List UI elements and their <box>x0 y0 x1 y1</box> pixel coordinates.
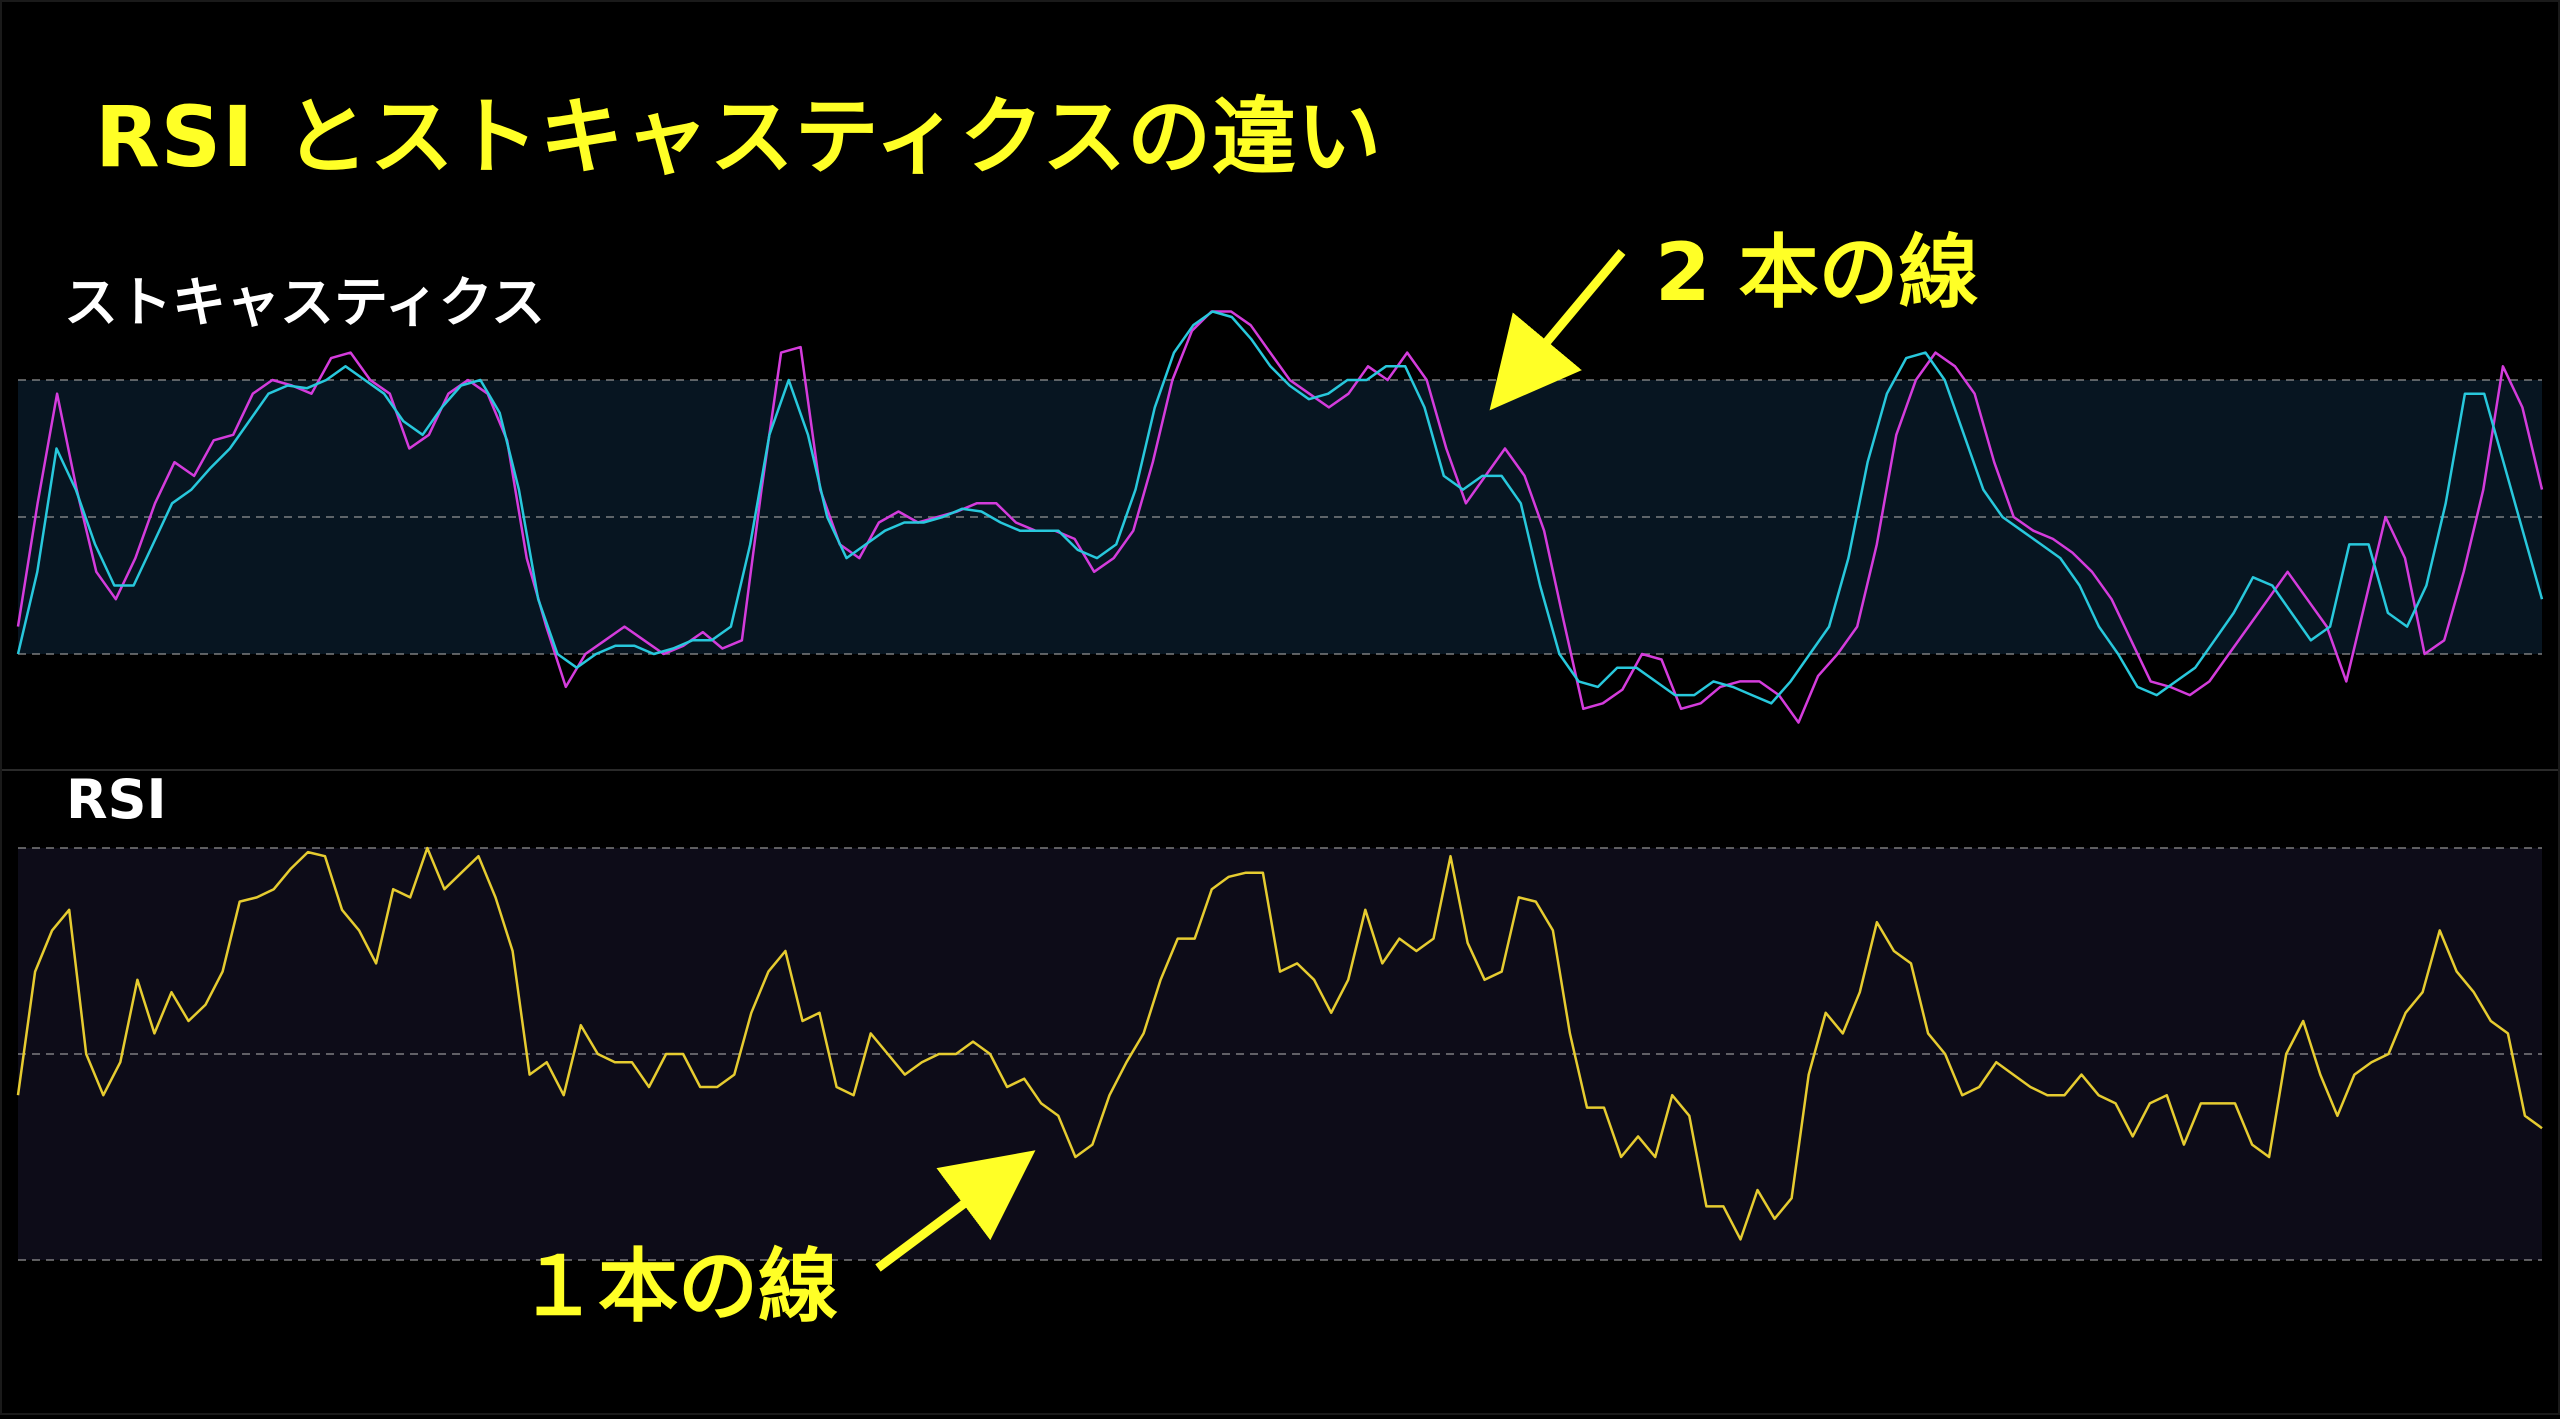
rsi-label: RSI <box>66 768 167 831</box>
stochastics-label: ストキャスティクス <box>64 271 546 334</box>
two-lines-annotation: 2 本の線 <box>1655 226 1979 319</box>
arrows <box>875 249 1626 1272</box>
rsi-panel <box>16 846 2543 1261</box>
series-line-k <box>16 310 2544 724</box>
page-title: RSI とストキャスティクスの違い <box>95 88 1383 186</box>
stochastics-panel <box>16 310 2544 724</box>
series-line-rsi <box>16 846 2543 1241</box>
arrow-one-line <box>875 1150 1036 1272</box>
arrow-two-lines <box>1489 249 1626 411</box>
one-line-annotation: １本の線 <box>518 1240 838 1333</box>
series-line-d <box>16 310 2544 705</box>
